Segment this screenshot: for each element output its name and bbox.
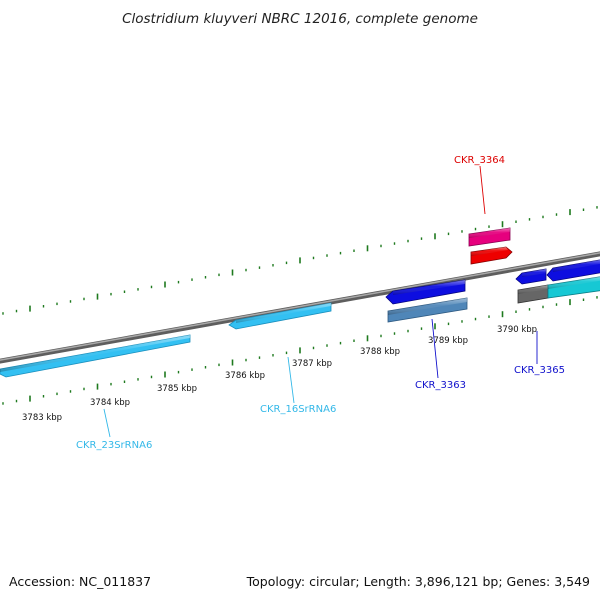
tick-label-3783: 3783 kbp bbox=[22, 413, 62, 423]
tick-label-3784: 3784 kbp bbox=[90, 398, 130, 408]
accession-text: Accession: NC_011837 bbox=[9, 574, 151, 589]
gene-labels: CKR_3364 CKR_3363 CKR_3365 CKR_16SrRNA6 … bbox=[76, 155, 565, 451]
gene-features bbox=[0, 227, 600, 378]
upper-tick-track bbox=[2, 206, 598, 315]
tick-label-3788: 3788 kbp bbox=[360, 347, 400, 357]
topology-text: Topology: circular; Length: 3,896,121 bp… bbox=[246, 574, 590, 589]
map-title: Clostridium kluyveri NBRC 12016, complet… bbox=[122, 11, 478, 27]
tick-label-3789: 3789 kbp bbox=[428, 336, 468, 346]
tick-labels: 3783 kbp 3784 kbp 3785 kbp 3786 kbp 3787… bbox=[22, 325, 537, 423]
tick-label-3785: 3785 kbp bbox=[157, 384, 197, 394]
tick-label-3787: 3787 kbp bbox=[292, 359, 332, 369]
label-leaders bbox=[103, 165, 538, 438]
tick-label-3790: 3790 kbp bbox=[497, 325, 537, 335]
gene-label-ckr-3363[interactable]: CKR_3363 bbox=[415, 380, 466, 391]
gene-label-16s-rrna[interactable]: CKR_16SrRNA6 bbox=[260, 404, 336, 415]
tick-label-3786: 3786 kbp bbox=[225, 371, 265, 381]
genome-backbone bbox=[0, 251, 600, 364]
gene-label-ckr-3365[interactable]: CKR_3365 bbox=[514, 365, 565, 376]
lower-tick-track bbox=[2, 296, 598, 405]
gene-label-ckr-3364[interactable]: CKR_3364 bbox=[454, 155, 505, 166]
gene-label-23s-rrna[interactable]: CKR_23SrRNA6 bbox=[76, 440, 152, 451]
